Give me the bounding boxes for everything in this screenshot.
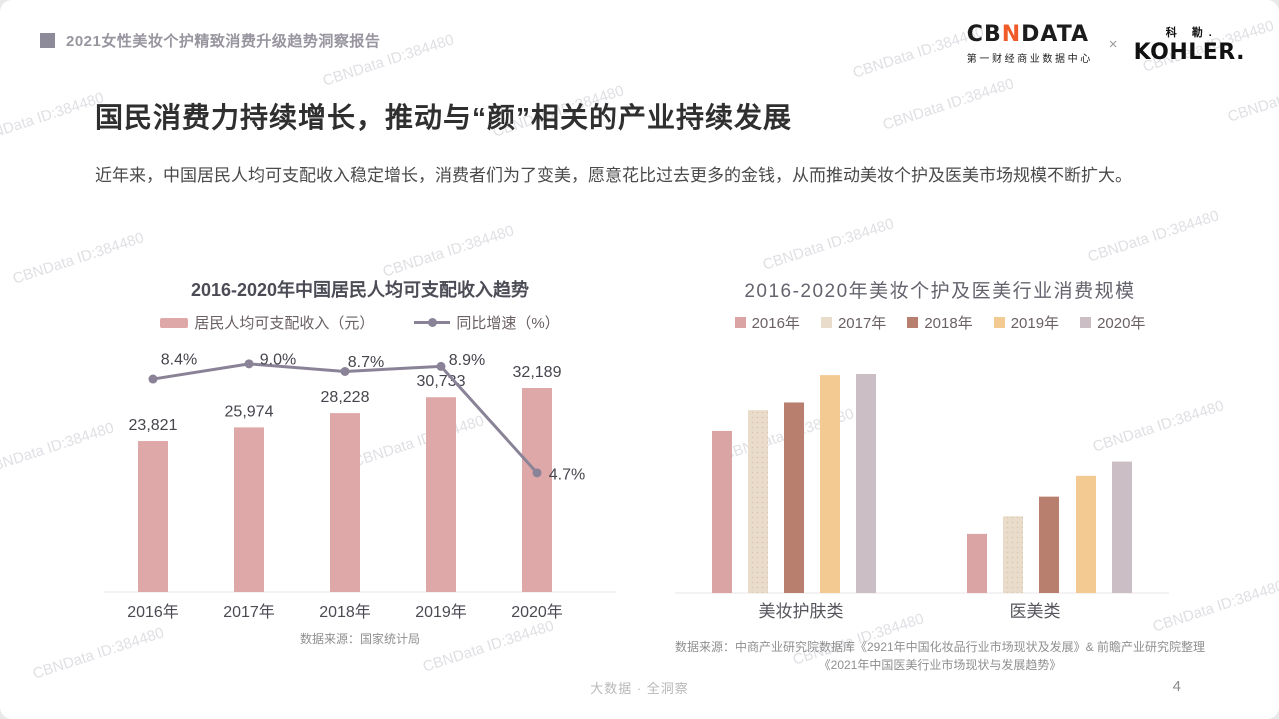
growth-point-2019年	[436, 361, 446, 371]
growth-point-label: 4.7%	[549, 466, 585, 483]
income-x-label-2019年: 2019年	[415, 603, 467, 621]
income-bar-2018年	[330, 413, 360, 592]
consumption-bar-美妆护肤类-2016年	[712, 430, 732, 593]
growth-point-2017年	[244, 359, 254, 369]
legend-label-income: 居民人均可支配收入（元）	[194, 315, 375, 332]
legend-label-growth: 同比增速（%）	[456, 315, 560, 332]
growth-point-label: 8.7%	[348, 354, 384, 371]
consumption-bar-医美类-2019年	[1076, 475, 1096, 593]
page-title: 国民消费力持续增长，推动与“颜”相关的产业持续发展	[95, 102, 793, 133]
legend-label-2020年: 2020年	[1097, 315, 1146, 332]
page-number: 4	[1172, 678, 1181, 695]
logo-separator: ×	[1108, 36, 1118, 54]
consumption-chart-source: 数据来源：中商产业研究院数据库《2921年中国化妆品行业市场现状及发展》& 前瞻…	[674, 640, 1206, 672]
income-x-label-2020年: 2020年	[511, 603, 563, 621]
watermark-text: CBNData ID:384480	[880, 75, 1017, 134]
legend-item-2018年: 2018年	[907, 312, 973, 333]
consumption-bar-医美类-2016年	[967, 533, 987, 593]
legend-swatch-2020年	[1080, 317, 1092, 328]
consumption-bar-美妆护肤类-2017年	[748, 410, 768, 593]
income-x-label-2016年: 2016年	[127, 603, 179, 621]
watermark-text: CBNData ID:384480	[1085, 207, 1222, 266]
income-bar-value: 28,228	[321, 389, 370, 406]
growth-point-2018年	[340, 366, 350, 376]
legend-label-2018年: 2018年	[924, 315, 973, 332]
watermark-text: CBNData ID:384480	[850, 23, 987, 82]
income-bar-value: 32,189	[513, 364, 562, 381]
legend-label-2019年: 2019年	[1010, 315, 1060, 332]
legend-swatch-2019年	[993, 317, 1005, 328]
income-trend-chart: 2016-2020年中国居民人均可支配收入趋势 居民人均可支配收入（元） 同比增…	[100, 270, 620, 680]
watermark-text: CBNData ID:384480	[1225, 67, 1279, 126]
income-bar-2019年	[426, 397, 456, 592]
legend-swatch-2018年	[907, 317, 919, 328]
cbndata-logo-cb: CB	[966, 22, 1002, 48]
growth-line-swatch	[414, 318, 451, 328]
cbndata-logo: CBNDATA 第一财经商业数据中心	[966, 22, 1093, 66]
income-bar-value: 25,974	[225, 403, 274, 420]
watermark-text: CBNData ID:384480	[0, 89, 107, 148]
income-chart-canvas: 23,821 25,974 28,228 30,733 32,189 8.4% 9.0% 8.…	[104, 351, 616, 621]
legend-item-growth: 同比增速（%）	[414, 312, 560, 333]
cbndata-logo-data: DATA	[1021, 22, 1090, 48]
legend-item-income: 居民人均可支配收入（元）	[160, 312, 374, 333]
consumption-chart-title: 2016-2020年美妆个护及医美行业消费规模	[744, 281, 1136, 302]
cbndata-logo-n: N	[1001, 22, 1022, 48]
income-chart-source: 数据来源：国家统计局	[299, 632, 420, 646]
income-bar-2016年	[138, 441, 168, 592]
kohler-logo-en: KOHLER.	[1133, 40, 1245, 65]
consumption-bar-医美类-2017年	[1003, 516, 1023, 593]
income-bar-swatch	[160, 317, 189, 328]
growth-point-label: 8.9%	[449, 352, 485, 369]
consumption-group-label-医美类: 医美类	[1010, 602, 1061, 621]
growth-point-2016年	[148, 374, 158, 384]
consumption-bar-美妆护肤类-2020年	[856, 374, 876, 593]
legend-swatch-2016年	[734, 317, 746, 328]
watermark-text: CBNData ID:384480	[760, 215, 897, 274]
brand-logos: CBNDATA 第一财经商业数据中心 × 科 勒. KOHLER.	[966, 22, 1245, 66]
income-bar-2020年	[522, 388, 552, 592]
income-x-label-2018年: 2018年	[319, 603, 371, 621]
growth-point-2020年	[532, 468, 542, 478]
consumption-bar-美妆护肤类-2018年	[784, 402, 804, 593]
legend-item-2020年: 2020年	[1080, 312, 1145, 333]
consumption-group-label-美妆护肤类: 美妆护肤类	[759, 602, 844, 621]
income-bar-2017年	[234, 427, 264, 592]
income-chart-title: 2016-2020年中国居民人均可支配收入趋势	[190, 280, 530, 300]
watermark-text: CBNData ID:384480	[0, 419, 117, 478]
consumption-bar-医美类-2018年	[1039, 496, 1059, 593]
intro-paragraph: 近年来，中国居民人均可支配收入稳定增长，消费者们为了变美，愿意花比过去更多的金钱…	[95, 166, 1132, 185]
consumption-chart-canvas: 美妆护肤类 医美类	[675, 374, 1169, 621]
consumption-chart-legend: 2016年 2017年 2018年 2019年 2020年	[660, 312, 1220, 333]
income-chart-legend: 居民人均可支配收入（元） 同比增速（%）	[100, 312, 620, 333]
consumption-scale-chart: 2016-2020年美妆个护及医美行业消费规模 2016年 2017年 2018年 2…	[660, 270, 1220, 690]
income-bar-value: 30,733	[417, 373, 466, 390]
report-title: 2021女性美妆个护精致消费升级趋势洞察报告	[66, 33, 381, 50]
consumption-bar-美妆护肤类-2019年	[820, 375, 840, 593]
kohler-logo: 科 勒. KOHLER.	[1134, 24, 1245, 65]
legend-label-2017年: 2017年	[837, 315, 887, 332]
legend-swatch-2017年	[820, 317, 832, 328]
header-square-icon	[40, 33, 55, 48]
income-bar-value: 23,821	[129, 417, 178, 434]
growth-point-label: 8.4%	[161, 352, 197, 369]
kohler-logo-cn: 科 勒.	[1165, 27, 1218, 39]
cbndata-logo-subtitle: 第一财经商业数据中心	[966, 54, 1093, 66]
legend-item-2017年: 2017年	[820, 312, 887, 333]
income-x-label-2017年: 2017年	[223, 603, 275, 621]
page-header: 2021女性美妆个护精致消费升级趋势洞察报告	[40, 30, 380, 51]
legend-label-2016年: 2016年	[751, 315, 800, 332]
growth-point-label: 9.0%	[260, 351, 296, 368]
legend-item-2019年: 2019年	[993, 312, 1060, 333]
consumption-bar-医美类-2020年	[1112, 461, 1132, 593]
footer-slogan: 大数据 · 全洞察	[590, 681, 689, 696]
legend-item-2016年: 2016年	[734, 312, 800, 333]
